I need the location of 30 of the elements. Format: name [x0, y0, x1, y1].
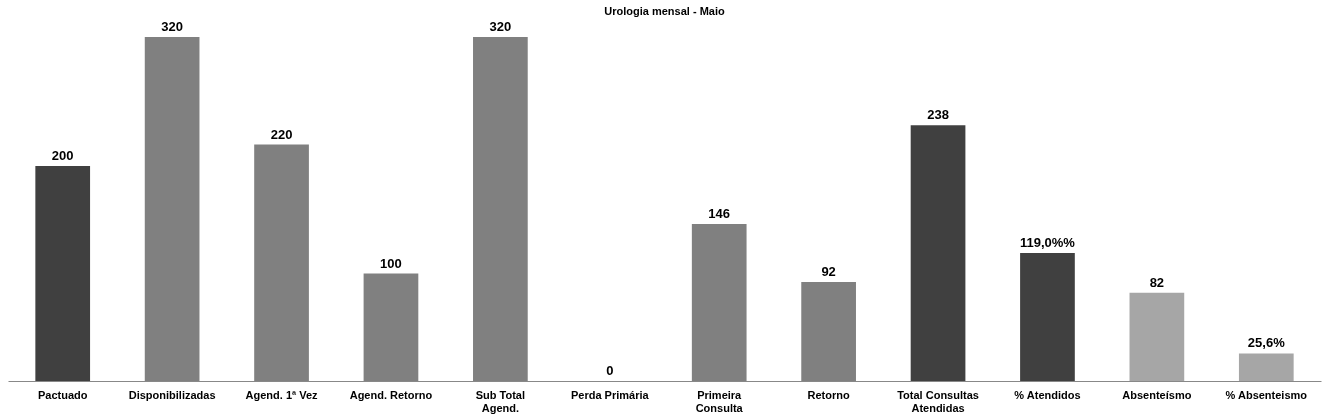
data-label: 320	[161, 19, 183, 34]
data-label: 146	[708, 206, 731, 222]
x-tick-label: % Absenteismo	[1225, 388, 1308, 401]
bar	[910, 125, 966, 381]
bar	[1129, 292, 1185, 381]
data-label: 100	[380, 255, 402, 271]
data-label: 92	[821, 264, 836, 280]
x-tick-label: Retorno	[807, 388, 850, 401]
data-label: 0	[606, 363, 614, 378]
bar	[35, 166, 91, 381]
bar	[1020, 253, 1075, 381]
data-label: 238	[927, 107, 949, 123]
x-tick-label: Primeira Consulta	[695, 388, 744, 414]
x-tick-label: Disponibilizadas	[128, 388, 216, 401]
x-tick-label: Agend. 1ª Vez	[245, 388, 318, 401]
data-label: 200	[51, 148, 74, 163]
data-label: 25,6%	[1247, 335, 1286, 351]
x-tick-label: Agend. Retorno	[349, 388, 433, 401]
chart-title: Urologia mensal - Maio	[604, 5, 725, 17]
data-label: 119,0%%	[1019, 235, 1076, 251]
bar	[1238, 353, 1294, 381]
x-tick-label: Total Consultas Atendidas	[897, 388, 979, 414]
x-tick-label: % Atendidos	[1014, 388, 1081, 401]
x-tick-label: Pactuado	[37, 388, 88, 401]
x-tick-label: Perda Primária	[570, 388, 650, 401]
data-label: 82	[1149, 274, 1165, 290]
x-tick-label: Sub Total Agend.	[475, 388, 526, 414]
x-tick-label: Absenteísmo	[1122, 388, 1192, 401]
data-label: 220	[270, 126, 293, 142]
data-label: 320	[489, 19, 512, 34]
